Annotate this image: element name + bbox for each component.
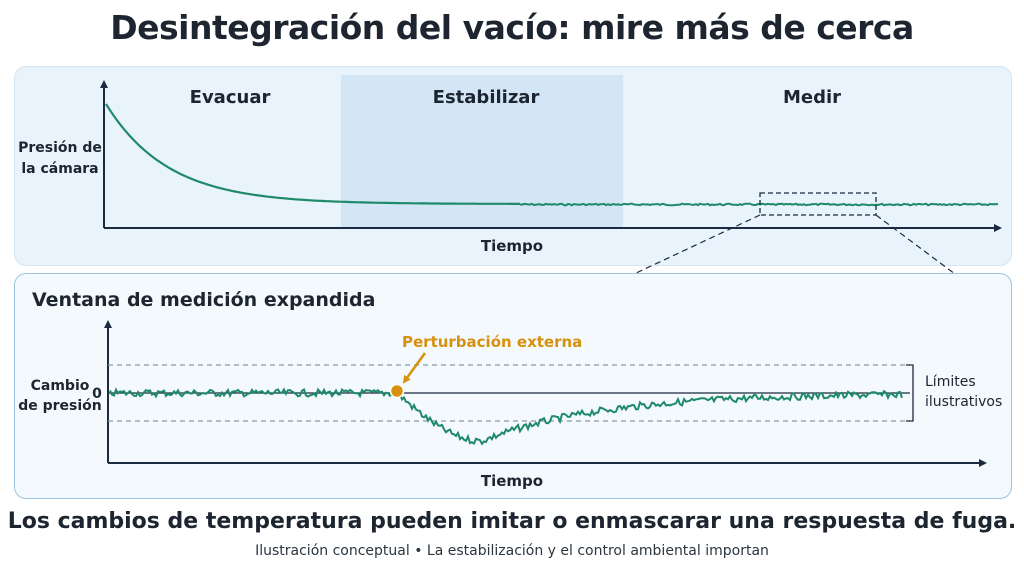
top-x-label: Tiempo [481,237,543,255]
top-y-label-line2: la cámara [21,161,98,177]
limits-label-line2: ilustrativos [925,394,1002,410]
zero-tick-label: 0 [92,386,102,402]
disturbance-marker [389,383,405,399]
zoom-connector-left [633,214,761,275]
zoom-region-box [759,192,877,216]
pressure-decay-curve [105,103,520,205]
pressure-measure-curve [519,202,999,207]
bottom-y-label-line2: de presión [18,398,102,414]
page-title: Desintegración del vacío: mire más de ce… [110,8,914,47]
stabilize-phase-band [341,75,623,227]
disturbance-arrow [402,352,427,384]
measurement-window-panel [14,273,1012,499]
bottom-y-label-line1: Cambio [31,378,90,394]
top-y-label-line1: Presión de [18,140,102,156]
main-caption: Los cambios de temperatura pueden imitar… [7,509,1017,534]
phase-label-medir: Medir [783,87,841,108]
phase-label-estabilizar: Estabilizar [433,87,540,108]
limits-bracket [906,364,914,422]
sub-caption: Ilustración conceptual • La estabilizaci… [255,543,769,559]
disturbance-label: Perturbación externa [402,333,582,351]
pressure-change-curve [109,387,903,446]
expanded-window-title: Ventana de medición expandida [32,289,375,311]
bottom-x-label: Tiempo [481,472,543,490]
phase-label-evacuar: Evacuar [190,87,271,108]
limits-label-line1: Límites [925,374,976,390]
zoom-connector-right [875,214,956,275]
